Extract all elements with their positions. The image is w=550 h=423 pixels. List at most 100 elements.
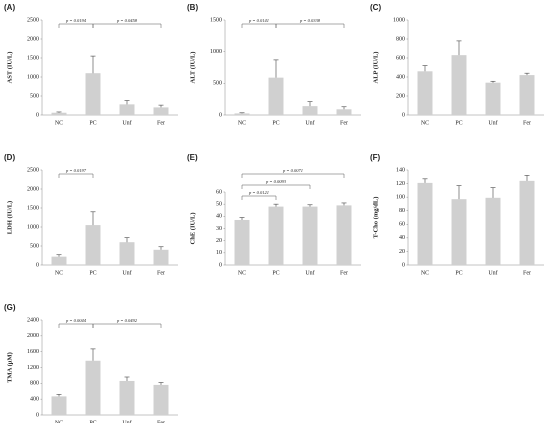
y-tick-label: 30 <box>216 226 222 232</box>
x-tick-label: PC <box>272 270 279 276</box>
panel: (B) ALT (IU/L) 0 500 1000 1500 NC PC Unf Fer p = 0… <box>187 3 361 126</box>
x-tick-label: PC <box>455 120 462 126</box>
bar <box>417 182 433 265</box>
bar <box>234 219 250 265</box>
panel: (E) ChE (IU/L) 0 10 20 30 40 50 60 NC PC Unf Fer p = … <box>187 153 361 276</box>
y-tick-label: 20 <box>399 249 405 255</box>
panel-title: (G) <box>4 303 16 312</box>
x-tick-label: Unf <box>122 119 131 126</box>
p-value-label: p = 0.0071 <box>282 168 303 173</box>
p-value-label: p = 0.0044 <box>65 318 87 323</box>
bar <box>268 206 284 265</box>
y-tick-label: 2000 <box>27 186 39 192</box>
significance-bracket <box>92 23 162 28</box>
y-axis-label: ALT (IU/L) <box>189 52 196 84</box>
y-tick-label: 800 <box>396 36 405 42</box>
x-tick-label: Fer <box>340 270 348 276</box>
y-tick-label: 100 <box>396 195 405 201</box>
bar <box>519 180 535 265</box>
panel-title: (C) <box>370 3 381 12</box>
bar <box>451 199 467 265</box>
y-tick-label: 2400 <box>27 317 39 323</box>
y-tick-label: 120 <box>396 181 405 187</box>
significance-bracket <box>58 23 94 28</box>
panel: (A) AST (IU/L) 0 500 1000 1500 2000 2500 NC PC Unf… <box>4 3 178 126</box>
x-tick-label: NC <box>55 270 63 276</box>
bar <box>85 73 101 115</box>
x-tick-label: PC <box>89 270 96 276</box>
x-tick-label: PC <box>89 420 96 423</box>
y-tick-label: 1600 <box>27 349 39 355</box>
y-tick-label: 2000 <box>27 333 39 339</box>
y-tick-label: 400 <box>396 74 405 80</box>
x-tick-label: Unf <box>488 119 497 126</box>
y-tick-label: 1000 <box>210 49 222 55</box>
x-tick-label: NC <box>55 420 63 423</box>
significance-bracket <box>58 323 94 328</box>
p-value-label: p = 0.0458 <box>116 18 138 23</box>
x-tick-label: NC <box>238 270 246 276</box>
x-tick-label: Unf <box>122 269 131 276</box>
bar <box>119 104 135 115</box>
y-tick-label: 2000 <box>27 36 39 42</box>
y-tick-label: 500 <box>213 81 222 87</box>
bar <box>85 360 101 415</box>
significance-bracket <box>241 184 311 189</box>
significance-bracket <box>241 195 277 200</box>
panel: (D) LDH (IU/L) 0 500 1000 1500 2000 2500 NC PC Unf… <box>4 153 178 276</box>
y-tick-label: 40 <box>399 235 405 241</box>
panel: (C) ALP (IU/L) 0 200 400 600 800 1000 NC PC Unf Fer <box>370 3 544 126</box>
x-tick-label: NC <box>421 120 429 126</box>
x-tick-label: PC <box>89 120 96 126</box>
y-tick-label: 2500 <box>27 17 39 23</box>
y-tick-label: 0 <box>402 112 405 118</box>
panel-title: (D) <box>4 153 15 162</box>
y-tick-label: 1500 <box>27 55 39 61</box>
x-tick-label: PC <box>272 120 279 126</box>
bar <box>417 71 433 115</box>
bar <box>85 225 101 265</box>
significance-bracket <box>241 173 345 178</box>
significance-bracket <box>92 323 162 328</box>
bar <box>336 205 352 265</box>
significance-bracket <box>275 23 345 28</box>
x-tick-label: Fer <box>340 120 348 126</box>
panel-title: (B) <box>187 3 198 12</box>
significance-bracket <box>58 173 94 178</box>
x-tick-label: NC <box>421 270 429 276</box>
y-tick-label: 60 <box>216 189 222 195</box>
bar <box>51 256 67 265</box>
y-tick-label: 0 <box>402 262 405 268</box>
y-axis-label: AST (IU/L) <box>6 52 13 84</box>
p-value-label: p = 0.0197 <box>65 168 87 173</box>
bar <box>119 380 135 415</box>
bar <box>451 55 467 115</box>
y-tick-label: 1000 <box>27 224 39 230</box>
x-tick-label: NC <box>55 120 63 126</box>
x-tick-label: Unf <box>488 269 497 276</box>
y-tick-label: 1500 <box>27 205 39 211</box>
y-tick-label: 0 <box>36 262 39 268</box>
bar <box>234 113 250 115</box>
y-tick-label: 1000 <box>393 17 405 23</box>
panel: (F) T-Cho (mg/dL) 0 20 40 60 80 100 120 140 NC PC Un… <box>370 153 544 276</box>
x-tick-label: PC <box>455 270 462 276</box>
p-value-label: p = 0.0093 <box>265 179 287 184</box>
y-tick-label: 1200 <box>27 365 39 371</box>
bar <box>51 112 67 115</box>
x-tick-label: Unf <box>305 119 314 126</box>
bar <box>268 77 284 115</box>
y-tick-label: 1500 <box>210 17 222 23</box>
bar <box>302 106 318 115</box>
panel-title: (A) <box>4 3 15 12</box>
p-value-label: p = 0.0492 <box>116 318 138 323</box>
panel-title: (E) <box>187 153 198 162</box>
y-tick-label: 500 <box>30 243 39 249</box>
y-tick-label: 60 <box>399 222 405 228</box>
y-tick-label: 40 <box>216 214 222 220</box>
x-tick-label: Fer <box>157 120 165 126</box>
bar <box>153 107 169 115</box>
bar <box>485 197 501 265</box>
